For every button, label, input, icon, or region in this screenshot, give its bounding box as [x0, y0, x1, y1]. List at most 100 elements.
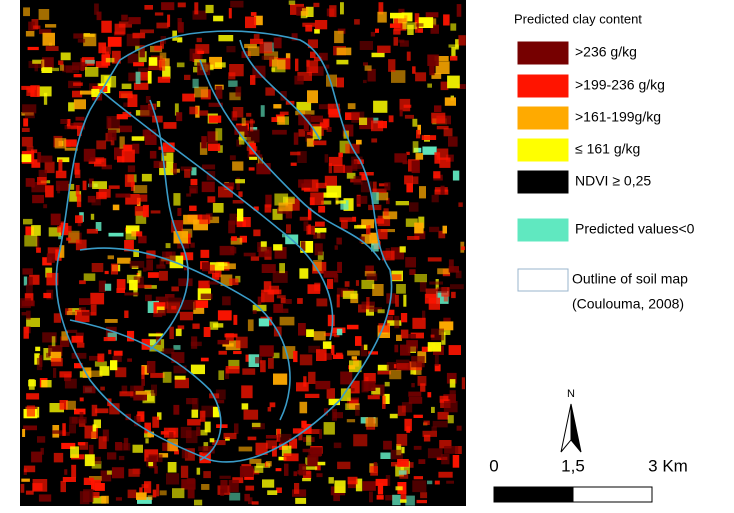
- map-patch: [393, 29, 400, 34]
- map-patch: [412, 119, 417, 127]
- map-patch: [145, 295, 152, 302]
- map-patch: [172, 488, 184, 498]
- map-patch: [218, 35, 233, 41]
- map-patch: [240, 466, 254, 477]
- map-patch: [97, 354, 104, 363]
- map-patch: [236, 87, 242, 97]
- map-patch: [242, 403, 249, 409]
- map-patch: [347, 351, 360, 356]
- map-patch: [228, 81, 237, 87]
- map-patch: [23, 426, 37, 431]
- map-patch: [372, 53, 385, 58]
- map-patch: [173, 345, 180, 350]
- map-patch: [27, 405, 35, 416]
- map-patch: [96, 192, 107, 199]
- map-patch: [428, 342, 441, 352]
- map-patch: [373, 101, 387, 113]
- map-patch: [108, 255, 114, 259]
- map-patch: [348, 477, 358, 485]
- map-patch: [90, 293, 104, 305]
- map-patch: [412, 161, 420, 173]
- map-patch: [128, 17, 140, 24]
- map-patch: [109, 185, 120, 189]
- map-patch: [356, 140, 362, 145]
- map-patch: [407, 236, 419, 240]
- map-patch: [151, 385, 157, 396]
- map-patch: [262, 56, 274, 60]
- map-patch: [198, 281, 210, 289]
- map-patch: [359, 118, 367, 125]
- map-patch: [178, 18, 182, 30]
- map-patch: [403, 295, 406, 307]
- map-patch: [54, 313, 61, 323]
- map-patch: [108, 37, 122, 47]
- map-patch: [22, 301, 35, 307]
- map-patch: [26, 491, 34, 495]
- map-patch: [315, 20, 327, 29]
- map-patch: [299, 268, 308, 278]
- map-patch: [194, 87, 208, 98]
- map-patch: [219, 351, 227, 355]
- map-patch: [63, 477, 76, 482]
- map-patch: [158, 77, 170, 83]
- map-patch: [101, 21, 112, 33]
- map-patch: [396, 284, 406, 294]
- map-patch: [375, 29, 379, 33]
- map-patch: [294, 76, 303, 85]
- map-patch: [97, 12, 102, 21]
- map-patch: [391, 70, 405, 83]
- map-patch: [352, 217, 356, 222]
- map-patch: [291, 163, 297, 166]
- map-patch: [77, 343, 85, 348]
- map-patch: [75, 215, 83, 223]
- map-patch: [308, 284, 321, 294]
- map-patch: [248, 46, 260, 56]
- map-patch: [371, 32, 375, 37]
- map-patch: [296, 102, 311, 111]
- map-patch: [107, 452, 116, 459]
- map-patch: [62, 423, 66, 436]
- map-patch: [420, 281, 427, 292]
- map-patch: [69, 424, 76, 433]
- map-patch: [298, 323, 306, 336]
- map-patch: [105, 284, 111, 291]
- map-patch: [272, 130, 287, 135]
- map-patch: [71, 465, 76, 478]
- map-patch: [422, 135, 436, 140]
- map-patch: [254, 466, 263, 473]
- map-patch: [162, 348, 174, 353]
- map-patch: [400, 99, 411, 111]
- map-patch: [85, 60, 95, 64]
- map-patch: [405, 496, 415, 506]
- map-patch: [23, 118, 28, 126]
- map-patch: [51, 358, 63, 366]
- map-patch: [43, 33, 56, 46]
- map-patch: [230, 248, 233, 251]
- arrow-left: [561, 404, 571, 452]
- map-patch: [159, 59, 165, 71]
- map-patch: [39, 494, 51, 501]
- map-patch: [184, 169, 190, 178]
- map-patch: [236, 337, 248, 349]
- map-patch: [313, 141, 326, 146]
- map-patch: [392, 495, 400, 505]
- map-patch: [73, 82, 83, 86]
- map-patch: [186, 398, 197, 404]
- map-patch: [334, 165, 346, 173]
- map-patch: [412, 176, 418, 184]
- map-patch: [433, 421, 448, 428]
- map-patch: [145, 135, 157, 145]
- map-patch: [297, 298, 303, 304]
- map-patch: [91, 214, 94, 220]
- map-patch: [156, 23, 168, 29]
- map-patch: [60, 64, 64, 71]
- map-patch: [94, 158, 106, 166]
- map-patch: [328, 315, 335, 326]
- map-patch: [37, 436, 45, 443]
- map-patch: [334, 480, 345, 493]
- map-patch: [143, 205, 149, 217]
- map-patch: [329, 477, 334, 484]
- map-patch: [397, 434, 408, 446]
- map-patch: [26, 178, 34, 187]
- map-patch: [22, 429, 25, 437]
